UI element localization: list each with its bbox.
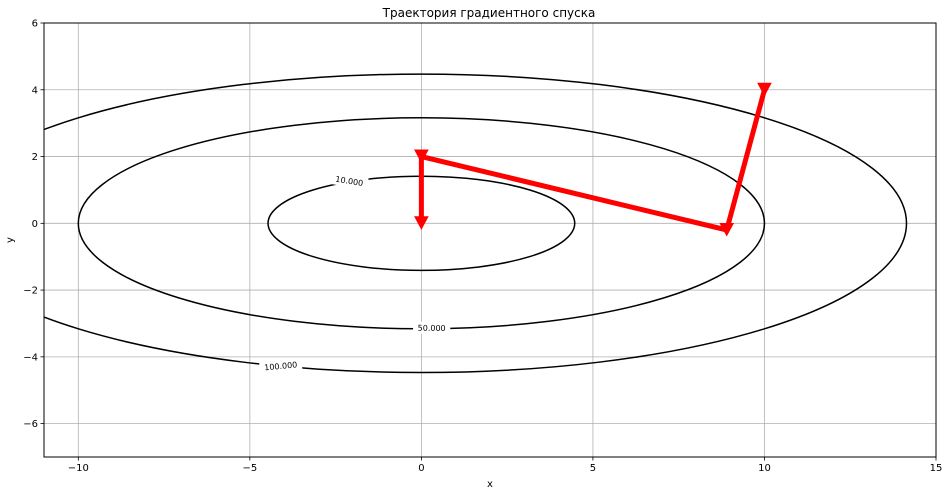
x-axis-ticks: −10 −5 0 5 10 15 <box>68 457 943 474</box>
trajectory-marker <box>414 149 429 164</box>
contour-label-group: 100.000 <box>259 357 303 374</box>
chart-title: Траектория градиентного спуска <box>382 6 596 20</box>
y-axis-label: y <box>5 237 16 243</box>
contour-line-100 <box>44 73 908 374</box>
y-tick-label: 2 <box>32 152 38 163</box>
x-tick-label: 5 <box>590 463 596 474</box>
y-tick-label: −2 <box>23 286 38 297</box>
y-tick-label: −4 <box>23 352 38 363</box>
y-tick-label: 6 <box>32 19 38 30</box>
x-tick-label: −10 <box>68 463 89 474</box>
x-tick-label: 0 <box>418 463 424 474</box>
contour-label-gap <box>259 357 303 374</box>
plot-frame <box>43 22 937 458</box>
y-tick-label: 0 <box>32 219 38 230</box>
contour-label-group: 10.000 <box>330 172 369 190</box>
grid-lines <box>44 22 937 457</box>
trajectory-marker <box>757 82 772 97</box>
y-tick-label: 4 <box>32 85 38 96</box>
trajectory <box>414 82 772 237</box>
contour-label-group: 50.000 <box>413 321 451 334</box>
contour-label-50: 50.000 <box>418 324 446 333</box>
trajectory-marker <box>414 216 429 230</box>
contour-label-gap <box>330 172 369 190</box>
trajectory-marker <box>719 222 735 237</box>
x-axis-label: x <box>487 479 493 490</box>
x-tick-label: 10 <box>758 463 771 474</box>
contour-labels: 10.000 50.000 100.000 <box>259 172 451 374</box>
contour-label-gap <box>413 321 451 334</box>
y-tick-label: −6 <box>23 419 38 430</box>
x-tick-label: 15 <box>930 463 943 474</box>
contour-label-10: 10.000 <box>335 175 364 188</box>
x-tick-label: −5 <box>242 463 257 474</box>
trajectory-line <box>418 89 767 233</box>
y-axis-ticks: −6 −4 −2 0 2 4 6 <box>23 19 44 430</box>
contour-label-100: 100.000 <box>264 360 298 372</box>
